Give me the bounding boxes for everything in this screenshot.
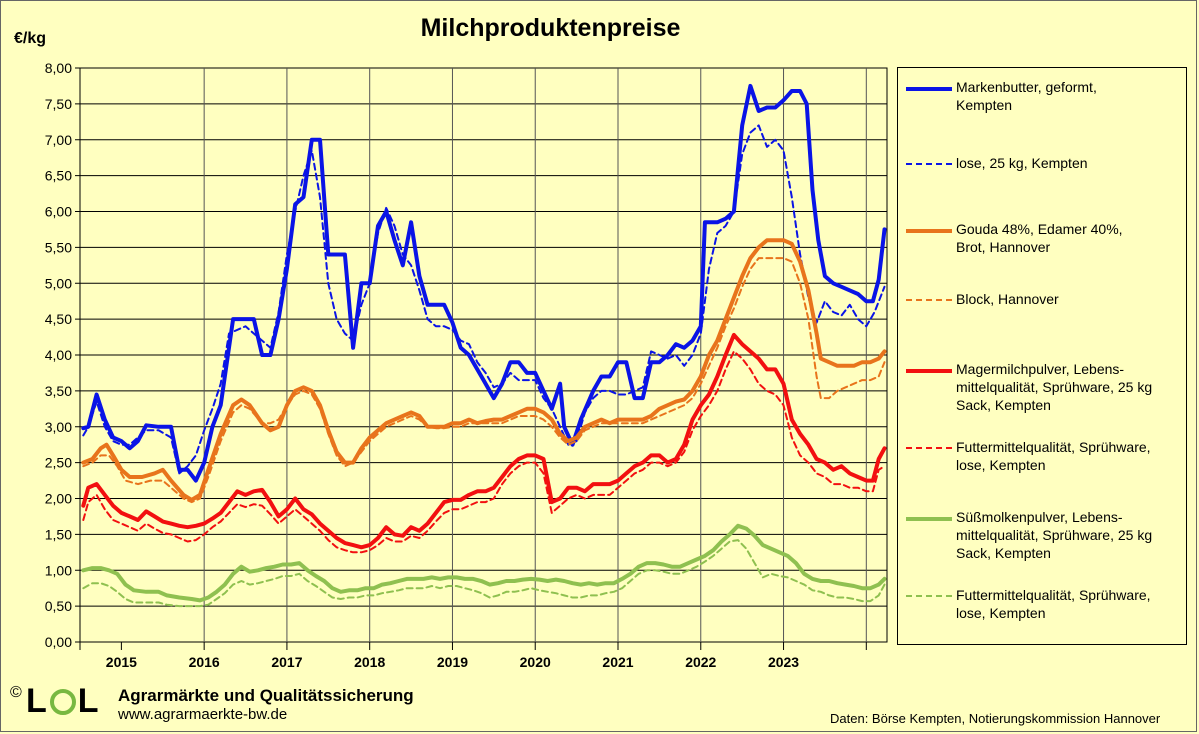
y-tick-label: 4,00 (45, 347, 72, 363)
y-tick-label: 2,00 (45, 491, 72, 507)
x-tick-label: 2021 (602, 654, 633, 670)
logo-letter-l1: L (26, 682, 48, 720)
x-tick-label: 2016 (189, 654, 220, 670)
legend-label: Gouda 48%, Edamer 40%, Brot, Hannover (956, 221, 1123, 255)
y-tick-label: 1,50 (45, 526, 72, 542)
y-tick-label: 0,00 (45, 634, 72, 650)
logo-letter-l2: L (77, 682, 100, 720)
logo-e-circle (49, 689, 76, 715)
legend-swatch (906, 87, 952, 91)
x-tick-label: 2020 (520, 654, 551, 670)
x-tick-label: 2022 (685, 654, 716, 670)
x-tick-label: 2023 (768, 654, 799, 670)
legend-label: Süßmolkenpulver, Lebens- mittelqualität,… (956, 509, 1153, 561)
y-tick-label: 8,00 (45, 60, 72, 76)
organization-name: Agrarmärkte und Qualitätssicherung (118, 686, 414, 705)
y-tick-label: 3,00 (45, 419, 72, 435)
legend-swatch (906, 229, 952, 233)
copyright-symbol: © (10, 684, 22, 701)
series-line-7 (81, 523, 887, 603)
y-tick-label: 5,00 (45, 275, 72, 291)
legend-swatch (906, 163, 952, 165)
series-line-3 (81, 238, 887, 502)
series-line-1 (81, 83, 887, 483)
series-line-2 (82, 124, 886, 475)
legend-swatch (906, 595, 952, 597)
legend-label: Futtermittelqualität, Sprühware, lose, K… (956, 587, 1151, 621)
y-tick-label: 3,50 (45, 383, 72, 399)
series-line-6 (82, 350, 886, 554)
legend-swatch (906, 447, 952, 449)
legend: Markenbutter, geformt, Kempten lose, 25 k… (897, 67, 1187, 645)
series-line-5 (81, 332, 887, 550)
series-line-8 (82, 539, 886, 608)
x-tick-label: 2019 (437, 654, 468, 670)
y-axis-unit: €/kg (14, 30, 47, 47)
y-tick-label: 7,00 (45, 132, 72, 148)
y-tick-label: 2,50 (45, 455, 72, 471)
y-tick-label: 4,50 (45, 311, 72, 327)
x-tick-label: 2015 (106, 654, 137, 670)
legend-swatch (906, 369, 952, 373)
y-tick-label: 0,50 (45, 598, 72, 614)
y-tick-label: 5,50 (45, 239, 72, 255)
series-line-4 (82, 257, 886, 504)
legend-label: Magermilchpulver, Lebens- mittelqualität… (956, 361, 1153, 413)
x-tick-label: 2017 (271, 654, 302, 670)
y-tick-label: 1,00 (45, 562, 72, 578)
y-tick-label: 6,00 (45, 204, 72, 220)
data-source: Daten: Börse Kempten, Notierungskommissi… (830, 711, 1161, 726)
legend-swatch (906, 517, 952, 521)
y-tick-label: 7,50 (45, 96, 72, 112)
x-tick-label: 2018 (354, 654, 385, 670)
legend-label: lose, 25 kg, Kempten (956, 155, 1088, 171)
legend-label: Futtermittelqualität, Sprühware, lose, K… (956, 439, 1151, 473)
website-link[interactable]: www.agrarmaerkte-bw.de (118, 706, 288, 723)
legend-label: Block, Hannover (956, 291, 1059, 307)
legend-label: Markenbutter, geformt, Kempten (956, 79, 1097, 113)
y-tick-label: 6,50 (45, 168, 72, 184)
legend-swatch (906, 299, 952, 301)
chart-title: Milchproduktenpreise (420, 14, 681, 42)
